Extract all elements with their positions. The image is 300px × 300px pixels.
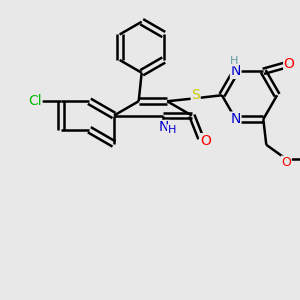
Text: H: H (230, 56, 238, 66)
Text: N: N (230, 64, 241, 78)
Text: S: S (191, 88, 200, 102)
Text: H: H (168, 124, 176, 135)
Text: O: O (200, 134, 211, 148)
Text: N: N (158, 121, 169, 134)
Text: O: O (284, 57, 295, 71)
Text: O: O (281, 156, 291, 169)
Text: Cl: Cl (28, 94, 42, 108)
Text: N: N (230, 112, 241, 126)
